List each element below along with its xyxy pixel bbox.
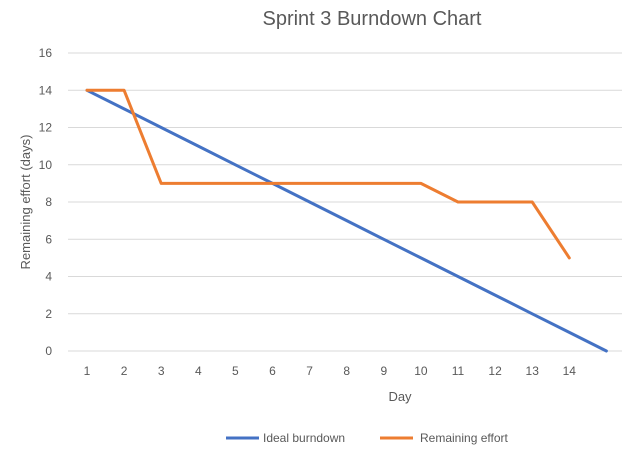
y-tick-label: 12: [39, 121, 53, 135]
legend-label: Remaining effort: [420, 431, 508, 445]
x-tick-label: 9: [380, 364, 387, 378]
y-tick-label: 16: [39, 46, 53, 60]
series-line-ideal-burndown: [85, 88, 608, 353]
grid-layer: [68, 52, 622, 352]
x-axis-label: Day: [388, 389, 412, 404]
y-tick-label: 14: [39, 83, 53, 97]
series-layer: [85, 88, 608, 353]
x-tick-label: 11: [452, 364, 465, 378]
y-tick-label: 10: [39, 158, 53, 172]
y-tick-label: 4: [45, 270, 52, 284]
legend: Ideal burndown Remaining effort: [226, 431, 508, 445]
x-tick-label: 5: [232, 364, 239, 378]
y-axis-label: Remaining effort (days): [18, 135, 33, 270]
x-tick-label: 8: [343, 364, 350, 378]
x-tick-label: 13: [526, 364, 540, 378]
x-tick-label: 6: [269, 364, 276, 378]
x-tick-label: 4: [195, 364, 202, 378]
y-tick-label: 0: [45, 344, 52, 358]
y-axis-ticks: 0 2 4 6 8 10 12 14 16: [39, 46, 53, 358]
x-tick-label: 3: [158, 364, 165, 378]
x-axis-ticks: 1 2 3 4 5 6 7 8 9 10 11 12 13 14: [84, 364, 577, 378]
y-tick-label: 8: [45, 195, 52, 209]
y-tick-label: 2: [45, 307, 52, 321]
x-tick-label: 2: [121, 364, 128, 378]
x-tick-label: 10: [414, 364, 428, 378]
x-tick-label: 14: [563, 364, 577, 378]
chart-title: Sprint 3 Burndown Chart: [262, 8, 481, 30]
x-tick-label: 7: [306, 364, 313, 378]
legend-label: Ideal burndown: [263, 431, 345, 445]
y-tick-label: 6: [45, 232, 52, 246]
x-tick-label: 12: [488, 364, 502, 378]
x-tick-label: 1: [84, 364, 91, 378]
series-line-remaining-effort: [85, 88, 571, 260]
